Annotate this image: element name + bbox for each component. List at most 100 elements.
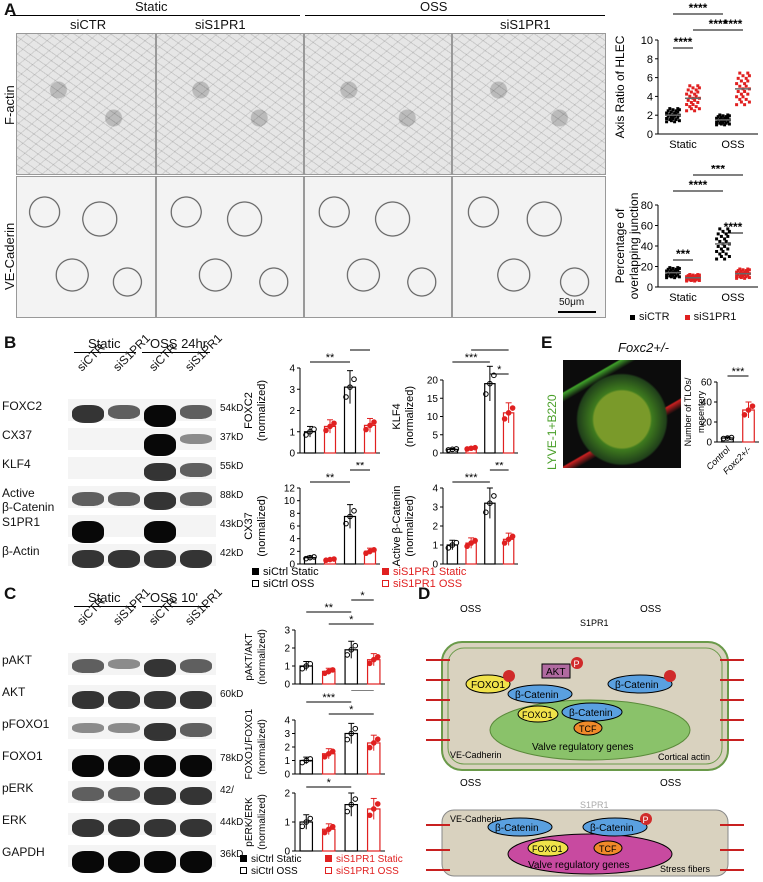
data-point	[716, 115, 720, 119]
sig-label: ***	[676, 247, 690, 261]
y-axis-label-line: Active β-Catenin	[391, 486, 403, 567]
blot-band	[144, 819, 176, 837]
data-point	[716, 244, 720, 248]
legend-item: siCtrl Static	[252, 566, 319, 578]
data-point	[689, 107, 693, 111]
legend-sis1pr1-text: siS1PR1	[693, 311, 737, 323]
data-point	[689, 90, 693, 94]
data-point	[738, 267, 742, 271]
data-point	[299, 665, 306, 672]
blot-label: pERK	[2, 781, 34, 795]
sig-label: *	[360, 690, 365, 692]
data-point	[676, 272, 680, 276]
oss-label: OSS	[460, 604, 481, 615]
data-point	[718, 121, 722, 125]
data-point	[321, 753, 328, 760]
data-point	[715, 237, 719, 241]
blot-kd: 44kD	[220, 817, 244, 828]
data-point	[671, 266, 675, 270]
sig-label: ***	[322, 692, 336, 704]
data-point	[449, 446, 456, 453]
data-point	[694, 88, 698, 92]
c-group-static: Static	[88, 590, 121, 605]
y-tick-label: 60	[701, 378, 713, 389]
data-point	[673, 269, 677, 273]
row-factin-label: F-actin	[2, 85, 17, 125]
legend-text: siS1PR1 Static	[393, 566, 467, 578]
panel-d-label: D	[418, 584, 431, 603]
b-group-oss: OSS 24hr	[150, 336, 208, 351]
data-point	[311, 554, 317, 560]
data-point	[686, 88, 690, 92]
y-axis-label: pAKT/AKT (normalized)	[244, 629, 268, 685]
tcf-oval	[593, 840, 623, 856]
data-point	[739, 273, 743, 277]
blot-band	[108, 755, 140, 777]
blot-band	[180, 787, 212, 805]
data-point	[677, 266, 681, 270]
akt-label: AKT	[546, 667, 565, 678]
legend-sictr-text: siCTR	[639, 311, 670, 323]
panel-c-label: C	[4, 584, 17, 603]
micrograph-vecad-sis1pr1-static	[156, 176, 304, 318]
data-point	[743, 276, 747, 280]
data-point	[347, 513, 353, 520]
data-point	[735, 103, 739, 107]
data-point	[715, 120, 719, 124]
data-point	[741, 412, 748, 418]
y-axis-label-line: (normalized)	[257, 719, 268, 775]
blot-band	[180, 405, 212, 419]
data-point	[736, 269, 740, 273]
chart-foxc2: 0 1 2 3 4 FOXC2(normalized) ** **	[243, 346, 380, 460]
data-point	[719, 255, 723, 259]
x-tick-label: OSS	[721, 292, 744, 304]
sig-label: ****	[709, 17, 728, 31]
legend-marker	[382, 580, 389, 587]
y-tick-label: 2	[289, 547, 295, 558]
blot-band	[180, 550, 212, 568]
blot-band	[108, 851, 140, 873]
blot-band	[144, 851, 176, 873]
data-point	[745, 407, 752, 413]
blot-label: pFOXO1	[2, 717, 50, 731]
y-tick-label: 40	[701, 398, 713, 409]
y-tick-label: 4	[284, 716, 290, 727]
data-point	[669, 110, 673, 114]
blot-kd: 36kD	[220, 849, 244, 860]
data-point	[343, 394, 349, 400]
blot-band	[108, 659, 140, 669]
data-point	[693, 109, 697, 113]
y-tick-label: 10	[284, 496, 296, 507]
y-axis-label-line: (normalized)	[256, 495, 268, 556]
data-point	[738, 71, 742, 75]
bcat2-oval	[582, 817, 648, 837]
data-point	[724, 252, 728, 256]
data-point	[718, 117, 722, 121]
micrograph-vecad-sis1pr1-oss	[452, 176, 606, 318]
sig-label: **	[326, 472, 335, 484]
data-point	[464, 543, 470, 550]
blot-band	[144, 463, 176, 481]
data-point	[743, 103, 747, 107]
blot-band	[144, 550, 176, 568]
legend-sis1pr1-marker	[684, 315, 690, 320]
legend-item: siS1PR1 Static	[382, 566, 466, 578]
bcat1-oval	[507, 684, 573, 704]
sig-label: *	[349, 704, 354, 716]
data-point	[677, 275, 681, 279]
data-point	[723, 123, 727, 127]
data-point	[323, 427, 329, 434]
y-tick-label: 2	[284, 789, 290, 800]
blot-label: KLF4	[2, 457, 31, 471]
y-axis-label: pERK/ERK (normalized)	[244, 794, 268, 850]
sig-label: *	[488, 346, 493, 352]
data-point	[329, 748, 336, 755]
data-point	[673, 120, 677, 124]
y-axis-label-line: Percentage of	[613, 208, 627, 283]
data-point	[728, 434, 735, 441]
data-point	[738, 84, 742, 88]
data-point	[738, 97, 742, 101]
vecad-label: VE-Cadherin	[450, 750, 502, 760]
